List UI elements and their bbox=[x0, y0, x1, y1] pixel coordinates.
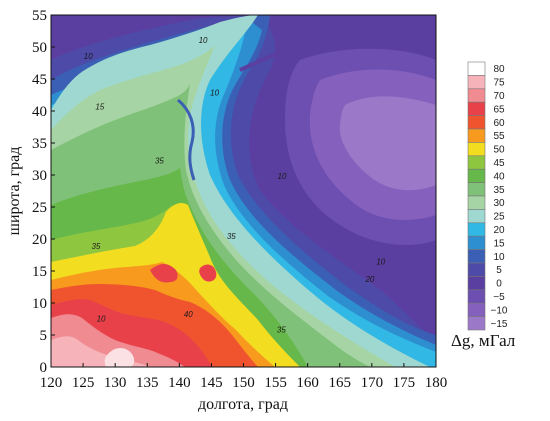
colorbar-swatch bbox=[467, 101, 486, 116]
colorbar-swatch bbox=[467, 61, 486, 76]
contour-label: 35 bbox=[227, 232, 236, 241]
contour-label: 35 bbox=[155, 156, 164, 165]
y-tick-label: 30 bbox=[32, 168, 47, 184]
x-tick-label: 140 bbox=[168, 375, 191, 391]
contour-label: 35 bbox=[277, 325, 286, 334]
contour-island bbox=[150, 264, 178, 283]
y-tick-label: 25 bbox=[32, 200, 47, 216]
contour-label: 35 bbox=[91, 242, 100, 251]
contour-island-2 bbox=[199, 264, 217, 282]
contour-label: 10 bbox=[210, 89, 219, 98]
colorbar-tick-label: 55 bbox=[493, 131, 505, 142]
colorbar-swatch bbox=[467, 88, 486, 103]
trench-line-north bbox=[239, 38, 311, 72]
contour-band-neg15 bbox=[339, 96, 436, 191]
colorbar-swatch bbox=[467, 168, 486, 183]
contour-label: 10 bbox=[278, 172, 287, 181]
contour-label: 40 bbox=[184, 310, 193, 319]
colorbar-tick-label: 40 bbox=[493, 171, 505, 182]
colorbar-tick-label: 65 bbox=[493, 104, 505, 115]
y-tick-label: 45 bbox=[32, 72, 47, 88]
x-tick-label: 125 bbox=[72, 375, 95, 391]
colorbar-swatch bbox=[467, 316, 486, 331]
colorbar-swatch bbox=[467, 182, 486, 197]
colorbar-swatch bbox=[467, 235, 486, 250]
contour-band-80 bbox=[104, 348, 135, 367]
x-axis: 120 125 130 135 140 145 150 155 160 165 170 175 180 bbox=[40, 363, 448, 391]
colorbar-swatch bbox=[467, 155, 486, 170]
colorbar-swatch bbox=[467, 209, 486, 224]
x-tick-label: 175 bbox=[393, 375, 416, 391]
colorbar-tick-label: 80 bbox=[493, 64, 505, 75]
colorbar-tick-label: −15 bbox=[491, 319, 508, 330]
colorbar-swatch bbox=[467, 249, 486, 264]
y-tick-label: 55 bbox=[32, 8, 47, 24]
x-tick-label: 155 bbox=[264, 375, 287, 391]
y-tick-label: 15 bbox=[32, 264, 47, 280]
x-tick-label: 150 bbox=[232, 375, 255, 391]
colorbar-tick-label: 60 bbox=[493, 118, 505, 129]
y-tick-label: 10 bbox=[32, 296, 47, 312]
x-tick-label: 135 bbox=[136, 375, 159, 391]
colorbar-tick-label: 70 bbox=[493, 91, 505, 102]
x-tick-label: 170 bbox=[361, 375, 384, 391]
colorbar-tick-label: 25 bbox=[493, 212, 505, 223]
x-tick-label: 180 bbox=[425, 375, 448, 391]
x-axis-label: долгота, град bbox=[198, 396, 288, 413]
colorbar-swatch bbox=[467, 115, 486, 130]
colorbar-tick-label: 45 bbox=[493, 158, 505, 169]
y-tick-label: 0 bbox=[40, 360, 48, 376]
y-tick-label: 5 bbox=[40, 328, 48, 344]
contour-label: 10 bbox=[84, 52, 93, 61]
colorbar-tick-label: −5 bbox=[493, 292, 505, 303]
colorbar-tick-label: 35 bbox=[493, 185, 505, 196]
colorbar-tick-label: 75 bbox=[493, 78, 505, 89]
y-tick-label: 50 bbox=[32, 40, 47, 56]
colorbar-tick-label: 15 bbox=[493, 238, 505, 249]
x-tick-label: 130 bbox=[104, 375, 127, 391]
colorbar-tick-label: −10 bbox=[491, 305, 508, 316]
colorbar-swatch bbox=[467, 128, 486, 143]
colorbar-swatch bbox=[467, 222, 486, 237]
y-tick-label: 40 bbox=[32, 104, 47, 120]
x-tick-label: 120 bbox=[40, 375, 63, 391]
colorbar-tick-label: 5 bbox=[496, 265, 502, 276]
colorbar-tick-label: 50 bbox=[493, 145, 505, 156]
colorbar-swatch bbox=[467, 276, 486, 291]
contour-field bbox=[51, 15, 436, 367]
colorbar-swatch bbox=[467, 142, 486, 157]
colorbar-swatch bbox=[467, 195, 486, 210]
contour-band-75 bbox=[51, 336, 150, 367]
colorbar-tick-label: 10 bbox=[493, 252, 505, 263]
contour-label: 20 bbox=[364, 275, 374, 284]
x-tick-label: 145 bbox=[200, 375, 223, 391]
y-tick-label: 35 bbox=[32, 136, 47, 152]
trench-line bbox=[177, 98, 196, 181]
contour-label: 15 bbox=[95, 103, 104, 112]
colorbar-swatch bbox=[467, 302, 486, 317]
y-axis: 0 5 10 15 20 25 30 35 40 45 50 55 bbox=[32, 8, 55, 376]
x-tick-label: 160 bbox=[296, 375, 319, 391]
contour-label: 10 bbox=[199, 36, 208, 45]
contour-label: 10 bbox=[97, 315, 106, 324]
colorbar-tick-label: 30 bbox=[493, 198, 505, 209]
colorbar-tick-label: 20 bbox=[493, 225, 505, 236]
x-tick-label: 165 bbox=[329, 375, 352, 391]
y-axis-label: широта, град bbox=[6, 147, 23, 236]
colorbar-label: Δg, мГал bbox=[451, 331, 516, 350]
colorbar-swatch bbox=[467, 75, 486, 90]
colorbar-swatch bbox=[467, 262, 486, 277]
contour-label: 10 bbox=[376, 258, 385, 267]
colorbar-swatch bbox=[467, 289, 486, 304]
y-tick-label: 20 bbox=[32, 232, 47, 248]
colorbar-tick-label: 0 bbox=[496, 279, 502, 290]
